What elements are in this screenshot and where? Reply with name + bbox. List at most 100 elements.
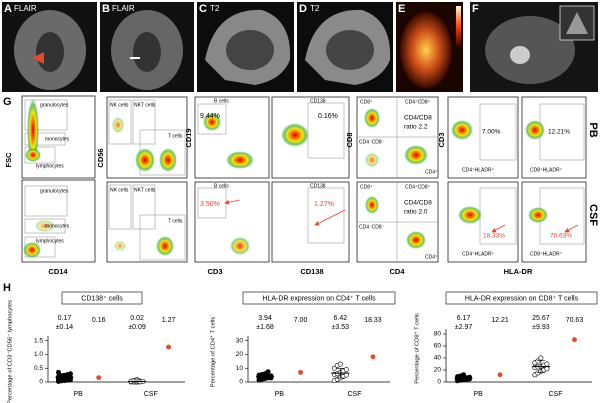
sd-label: ±9.93 <box>532 324 550 331</box>
sd-label: ±2.97 <box>455 324 473 331</box>
patient-point <box>572 337 577 343</box>
y-tick-label: 60 <box>434 343 442 350</box>
gate-label: NKT cells <box>134 187 156 193</box>
gate-label: CD8⁺HLADR⁺ <box>530 167 563 173</box>
patient-label: 18.33 <box>364 317 382 324</box>
sd-label: ±0.14 <box>56 324 74 331</box>
sequence-label: T2 <box>310 4 320 13</box>
axis-label: CD138 <box>300 267 323 276</box>
patient-label: 12.21 <box>491 317 509 324</box>
patient-label: 0.16 <box>92 317 106 324</box>
quadrant-label: CD4⁺ <box>425 254 438 260</box>
mean-label: 25.67 <box>532 315 550 322</box>
patient-label: 70.63 <box>566 317 584 324</box>
axis-label: CD3 <box>207 267 222 276</box>
sequence-label: FLAIR <box>112 4 135 13</box>
gate-label: T cells <box>168 218 183 224</box>
panel-letter: C <box>199 3 207 15</box>
axis-label: CD3 <box>437 132 446 147</box>
gate-label: NKT cells <box>134 102 156 108</box>
y-tick-label: 20 <box>434 367 442 374</box>
mean-label: 0.02 <box>130 315 144 322</box>
sequence-label: FLAIR <box>14 4 37 13</box>
gate-label: monocytes <box>45 136 70 142</box>
axis-label: FSC <box>4 152 13 168</box>
sample-label: PB <box>587 122 599 137</box>
percent-label: 3.50% <box>200 201 220 208</box>
data-point <box>343 367 349 373</box>
x-tick-label: PB <box>473 391 483 398</box>
title-box <box>61 291 143 305</box>
panel-letter: D <box>299 3 307 15</box>
patient-point <box>166 344 171 350</box>
y-tick-label: 1.0 <box>34 351 43 358</box>
y-axis-label: Percentage of CD3⁻CD56⁻ lymphocytes <box>8 300 14 403</box>
y-tick-label: 0.5 <box>34 365 43 372</box>
quadrant-label: CD4⁺ <box>425 169 438 175</box>
error-bar <box>133 378 142 385</box>
sequence-label: T2 <box>210 4 220 13</box>
data-point <box>268 373 274 379</box>
mean-label: 3.94 <box>258 315 272 322</box>
error-bar <box>459 376 468 381</box>
percent-label: 0.16% <box>318 113 338 120</box>
error-bar <box>536 360 545 373</box>
x-tick-label: PB <box>275 391 285 398</box>
y-tick-label: 30 <box>236 337 244 344</box>
ratio-label: CD4/CD8 <box>404 115 432 122</box>
pet-e <box>396 2 463 92</box>
patient-point <box>370 354 376 360</box>
percent-label: 9.44% <box>200 113 220 120</box>
panel-letter: E <box>398 3 405 15</box>
ratio-label: ratio 2.0 <box>404 209 428 216</box>
y-axis-label: Percentage of CD8⁺ T cells <box>414 313 421 384</box>
axis-label: CD8 <box>345 132 354 147</box>
x-tick-label: CSF <box>144 391 158 398</box>
chart-title: CD138⁺ cells <box>81 295 123 302</box>
y-tick-label: 0 <box>437 379 441 386</box>
gate-label: NK cells <box>110 187 129 193</box>
gate-label: monocytes <box>45 223 70 229</box>
panel-letter: B <box>102 3 110 15</box>
patient-point <box>497 372 503 378</box>
gate-label: B cells <box>214 98 229 104</box>
axis-label: HLA-DR <box>504 267 533 276</box>
panel-letter: A <box>4 3 12 15</box>
gate-label: lymphocytes <box>36 238 64 244</box>
data-point <box>538 355 544 361</box>
mean-label: 0.17 <box>58 315 72 322</box>
x-tick-label: CSF <box>348 391 362 398</box>
error-bar <box>336 368 345 379</box>
gate-label: granulocytes <box>40 102 69 108</box>
quadrant-label: CD4⁺CD8⁺ <box>405 184 431 190</box>
percent-label: 18.33% <box>483 233 505 240</box>
gate-label: granulocytes <box>40 188 69 194</box>
quadrant-label: CD4⁻CD8⁻ <box>359 224 385 230</box>
error-bar <box>261 373 270 380</box>
data-point <box>544 366 550 372</box>
data-point <box>55 369 61 375</box>
gate-label: B cells <box>214 183 229 189</box>
gate-label: CD8⁺HLADR⁺ <box>530 251 563 257</box>
x-tick-label: PB <box>73 391 83 398</box>
y-tick-label: 0 <box>39 379 43 386</box>
axis-label: CD56 <box>96 148 105 167</box>
sample-label: CSF <box>587 204 599 226</box>
patient-label: 1.27 <box>162 317 176 324</box>
y-axis-label: Percentage of CD4⁺ T cells <box>210 317 217 388</box>
data-point <box>544 361 550 367</box>
data-point <box>67 371 73 377</box>
percent-label: 7.00% <box>482 129 501 136</box>
ratio-label: CD4/CD8 <box>404 200 432 207</box>
gate-label: T cells <box>168 133 183 139</box>
axis-label: CD19 <box>184 128 193 147</box>
panel-letter: H <box>3 282 11 294</box>
flow-density <box>23 98 548 258</box>
mri-b <box>100 2 194 92</box>
quadrant-label: CD8⁺ <box>360 99 373 105</box>
error-bar <box>60 373 69 382</box>
chart-title: HLA-DR expression on CD8⁺ T cells <box>465 295 579 302</box>
data-point <box>337 361 343 367</box>
ratio-label: ratio 2.2 <box>404 124 428 131</box>
quadrant-label: CD4⁻CD8⁻ <box>359 139 385 145</box>
